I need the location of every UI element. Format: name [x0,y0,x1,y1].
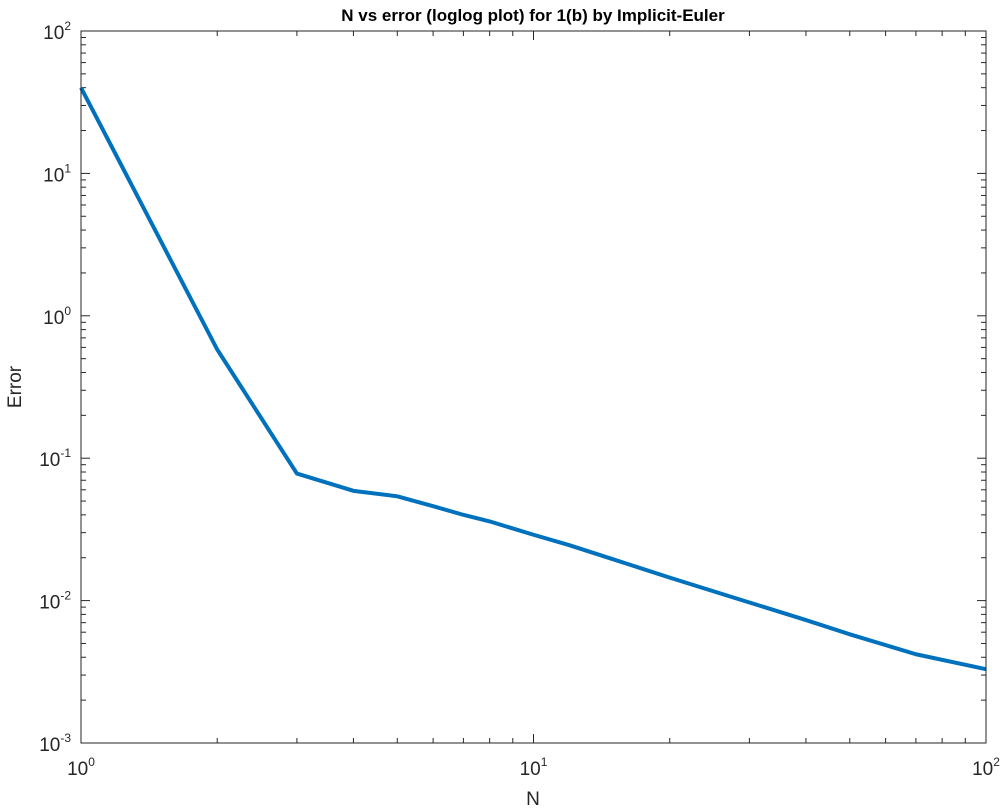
y-axis-label: Error [5,365,26,408]
x-tick-label: 100 [67,755,95,780]
chart-title: N vs error (loglog plot) for 1(b) by Imp… [341,6,725,25]
x-axis-label: N [526,789,540,810]
x-tick-label: 101 [520,755,548,780]
series-line-0 [79,86,987,672]
y-tick-label: 100 [43,304,71,329]
x-tick-label: 102 [972,755,1000,780]
series-layer [79,86,987,672]
y-tick-label: 102 [43,19,71,44]
plot-frame [80,30,987,744]
y-tick-label: 10-2 [39,589,71,614]
tick-labels-layer: 100 101 102 10-3 10-2 10-1 100 101 102 [39,19,1000,780]
y-tick-label: 101 [43,161,71,186]
y-tick-label: 10-1 [39,446,71,471]
plot-area [81,31,986,743]
y-tick-label: 10-3 [39,731,71,756]
ticks-layer [80,30,987,744]
